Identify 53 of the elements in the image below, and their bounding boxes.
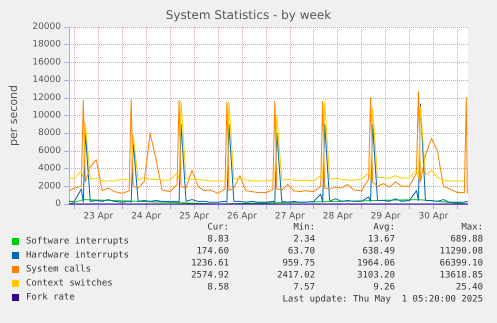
y-tick-label: 0 <box>55 199 62 209</box>
text: Cur: <box>207 222 230 232</box>
legend-label: Context switches <box>26 278 113 288</box>
text: 13618.85 <box>440 270 484 280</box>
text: 8.58 <box>207 282 230 292</box>
text: 2574.92 <box>191 270 230 280</box>
text: 9.26 <box>373 282 396 292</box>
y-tick-label: 10000 <box>32 110 62 120</box>
y-tick-label: 2000 <box>38 181 62 192</box>
x-tick-label: 29 Apr <box>370 212 401 222</box>
x-tick-label: 28 Apr <box>322 212 353 222</box>
y-tick-label: 12000 <box>32 92 62 103</box>
legend-label: System calls <box>26 264 92 274</box>
text: 3103.20 <box>357 270 396 280</box>
text: 1964.06 <box>357 258 396 268</box>
y-tick-label: 4000 <box>38 164 62 174</box>
text: 2.34 <box>293 234 316 244</box>
y-axis-title: per second <box>7 85 20 146</box>
text: 2417.02 <box>277 270 316 280</box>
text: 638.49 <box>362 246 396 256</box>
text: 25.40 <box>456 282 483 292</box>
y-tick-label: 14000 <box>32 75 62 86</box>
text: 66399.10 <box>440 258 484 268</box>
legend-label: Software interrupts <box>26 236 129 246</box>
y-tick-label: 16000 <box>32 57 62 68</box>
text: Avg: <box>373 222 396 232</box>
x-tick-label: 26 Apr <box>226 212 258 222</box>
x-tick-label: 24 Apr <box>131 212 162 222</box>
line-series <box>68 100 468 182</box>
legend-label: Hardware interrupts <box>26 250 129 260</box>
text: 1236.61 <box>191 258 230 268</box>
y-tick-label: 8000 <box>38 128 62 138</box>
text: 13.67 <box>368 234 395 244</box>
text: Min: <box>293 222 316 232</box>
x-tick-label: 23 Apr <box>83 212 114 222</box>
text: 689.88 <box>450 234 484 244</box>
text: Max: <box>461 222 484 232</box>
chart-title: System Statistics - by week <box>166 8 332 22</box>
x-tick-label: 27 Apr <box>274 212 306 222</box>
text: 174.60 <box>196 246 230 256</box>
legend-label: Fork rate <box>26 292 75 302</box>
y-tick-label: 18000 <box>32 40 62 50</box>
text: Last update: Thu May 1 05:20:00 2025 <box>282 294 483 304</box>
y-tick-label: 20000 <box>32 22 62 32</box>
x-tick-label: 30 Apr <box>418 212 449 222</box>
text: 8.83 <box>207 234 230 244</box>
y-tick-label: 6000 <box>38 146 62 156</box>
text: 959.75 <box>282 258 316 268</box>
line-series <box>68 91 468 194</box>
x-tick-label: 25 Apr <box>179 212 210 222</box>
text: 11290.08 <box>440 246 484 256</box>
text: 63.70 <box>288 246 315 256</box>
text: 7.57 <box>293 282 316 292</box>
